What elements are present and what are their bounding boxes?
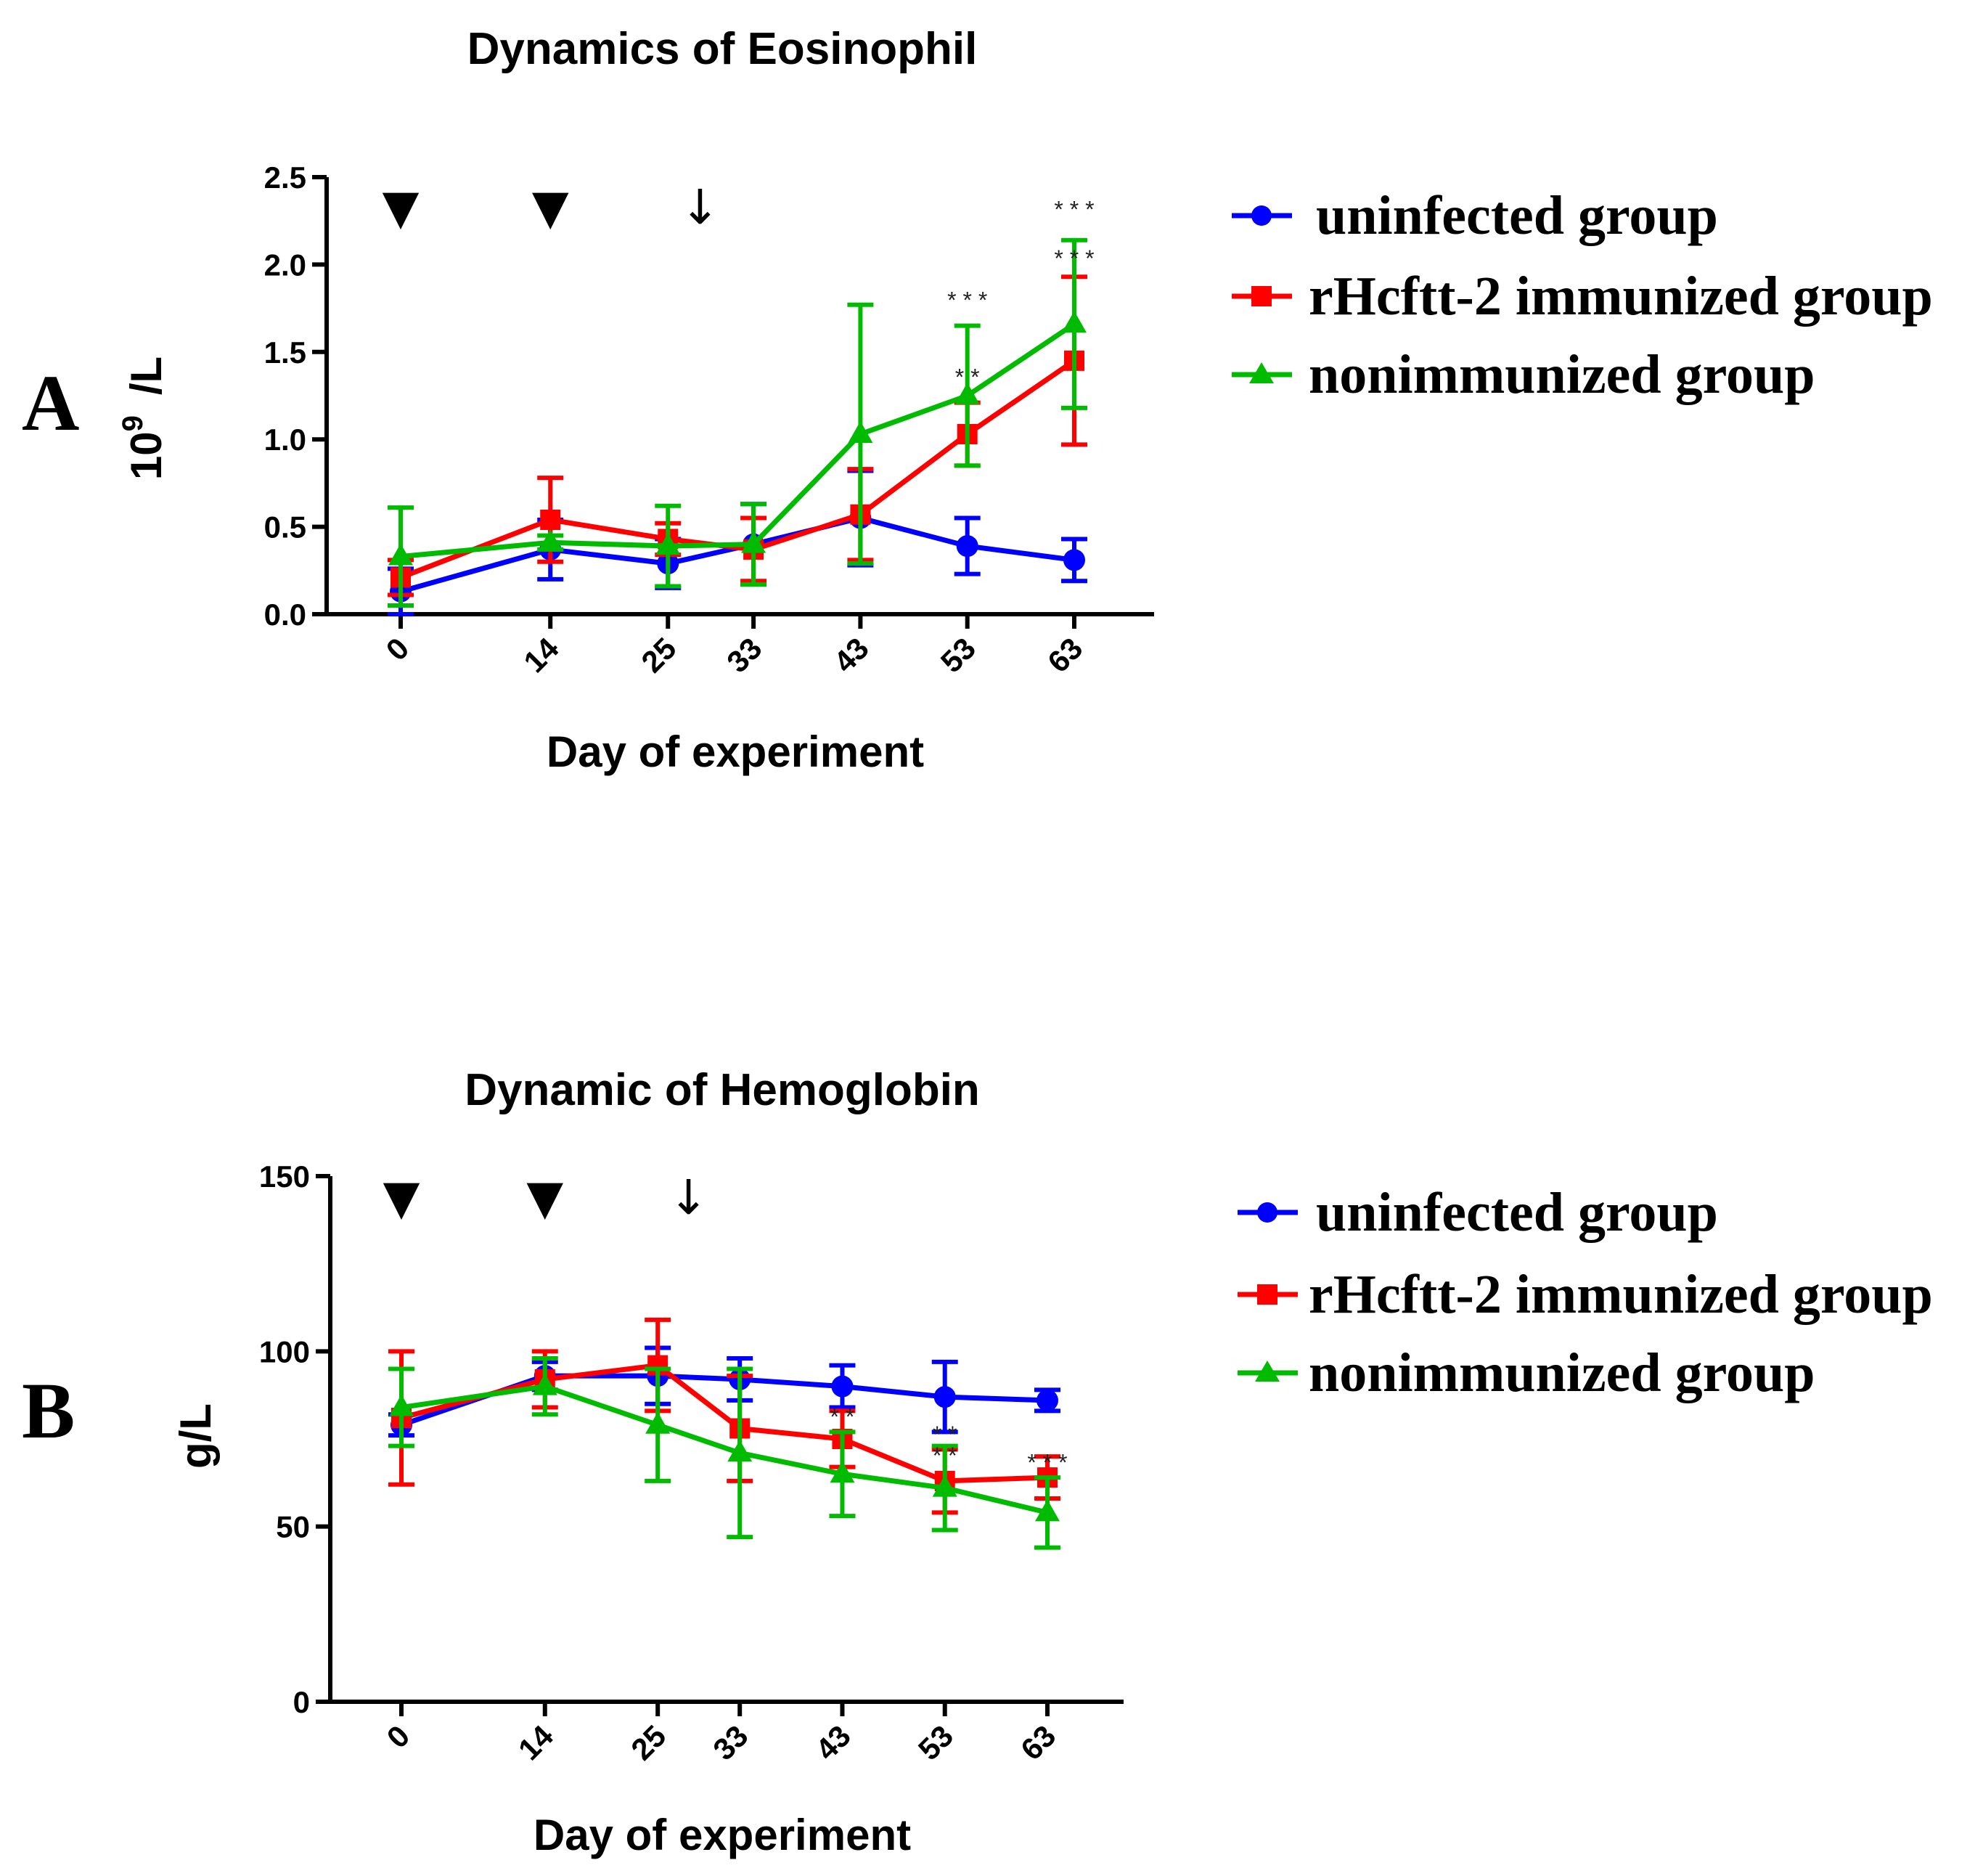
y-tick-label-a: 0.5 <box>264 510 306 545</box>
data-point <box>932 1475 957 1497</box>
data-point <box>727 1440 753 1462</box>
x-tick-label-a: 53 <box>934 631 982 679</box>
data-point <box>1035 1499 1060 1522</box>
x-tick-label-a: 25 <box>634 631 682 679</box>
legend-item-nonimmunized-b: nonimmunized group <box>1238 1342 1815 1403</box>
data-point <box>1062 311 1087 333</box>
x-tick-label-b: 25 <box>624 1718 672 1766</box>
chart-title-a: Dynamics of Eosinophil <box>467 24 978 74</box>
plot-area-a: 0.0 0.5 1.0 1.5 2.0 2.5 0 14 25 33 43 53 63 ▼ ▼ ↓ * * * *… <box>264 160 1154 679</box>
x-tick-label-a: 0 <box>380 631 416 667</box>
significance-label: * * <box>830 1404 855 1430</box>
data-point <box>831 1375 854 1398</box>
legend-label-nonimmunized-b: nonimmunized group <box>1309 1342 1815 1403</box>
panel-letter-b: B <box>22 1366 75 1455</box>
data-point <box>954 383 980 404</box>
data-point <box>389 1394 414 1416</box>
x-axis-title-b: Day of experiment <box>533 1811 911 1859</box>
series-nonimmunized-group-a <box>388 237 1087 608</box>
significance-label: * * <box>955 364 980 391</box>
significance-label: * * * <box>947 287 987 314</box>
data-point <box>540 509 561 530</box>
chart-title-b: Dynamic of Hemoglobin <box>465 1065 980 1115</box>
y-tick-label-b: 100 <box>259 1334 310 1369</box>
y-axis-title-a-base: 10 <box>122 431 171 480</box>
data-point <box>538 529 563 552</box>
legend-label-uninfected-a: uninfected group <box>1316 185 1718 246</box>
y-tick-label-b: 50 <box>276 1510 310 1544</box>
immunization-marker-icon: ▼ <box>526 1170 563 1225</box>
data-point <box>655 533 681 555</box>
x-axis-title-a: Day of experiment <box>547 727 924 776</box>
data-point <box>741 531 766 553</box>
legend-item-uninfected-b: uninfected group <box>1238 1182 1718 1243</box>
series-rhcftt-2-immunized-group-b <box>388 1317 1060 1515</box>
y-axis-title-b: g/L <box>171 1403 220 1469</box>
y-tick-label-a: 2.5 <box>264 160 306 195</box>
data-point <box>388 543 413 566</box>
y-axis-title-a: 109/L <box>117 356 171 480</box>
data-point <box>645 1411 671 1434</box>
data-point <box>956 535 978 558</box>
significance-label: * * * <box>1027 1449 1067 1475</box>
significance-label: * * * <box>1054 196 1094 222</box>
x-tick-label-a: 14 <box>517 631 565 680</box>
legend-label-immunized-a: rHcftt-2 immunized group <box>1309 266 1933 327</box>
x-tick-label-b: 0 <box>380 1718 417 1755</box>
y-axis-title-a-unit: /L <box>122 356 171 395</box>
legend-item-nonimmunized-a: nonimmunized group <box>1232 344 1815 405</box>
svg-text:109/L: 109/L <box>117 356 171 480</box>
y-tick-label-a: 1.0 <box>264 423 306 457</box>
legend-b: uninfected group rHcftt-2 immunized grou… <box>1238 1182 1933 1403</box>
immunization-marker-icon: ▼ <box>383 1170 420 1225</box>
significance-label: * * <box>933 1443 957 1469</box>
x-tick-label-a: 63 <box>1041 631 1089 679</box>
data-point <box>933 1386 956 1408</box>
significance-label: * * * <box>1054 245 1094 272</box>
data-point <box>1063 549 1085 571</box>
panel-b: B Dynamic of Hemoglobin g/L Day of exper… <box>22 1065 1933 1859</box>
x-tick-label-b: 43 <box>809 1718 857 1766</box>
legend-label-uninfected-b: uninfected group <box>1316 1182 1718 1243</box>
y-tick-label-a: 2.0 <box>264 248 306 282</box>
x-tick-label-a: 43 <box>827 631 875 679</box>
data-point <box>848 420 873 443</box>
infection-marker-icon: ↓ <box>680 179 720 235</box>
significance-label: * * <box>933 1422 957 1448</box>
legend-item-immunized-b: rHcftt-2 immunized group <box>1238 1264 1933 1325</box>
series-nonimmunized-group-b <box>388 1355 1060 1550</box>
y-tick-label-b: 150 <box>259 1159 310 1194</box>
y-tick-label-a: 0.0 <box>264 598 306 632</box>
data-point <box>830 1461 855 1483</box>
legend-item-uninfected-a: uninfected group <box>1232 185 1718 246</box>
x-tick-label-b: 14 <box>512 1718 560 1767</box>
x-tick-label-b: 33 <box>706 1718 754 1766</box>
panel-letter-a: A <box>22 359 79 447</box>
x-tick-label-b: 53 <box>912 1718 960 1766</box>
legend-a: uninfected group rHcftt-2 immunized grou… <box>1232 185 1933 405</box>
infection-marker-icon: ↓ <box>669 1170 708 1225</box>
data-point <box>1037 1389 1058 1411</box>
legend-item-immunized-a: rHcftt-2 immunized group <box>1232 266 1933 327</box>
y-tick-label-b: 0 <box>293 1685 310 1719</box>
legend-label-immunized-b: rHcftt-2 immunized group <box>1309 1264 1933 1325</box>
x-tick-label-b: 63 <box>1014 1718 1062 1766</box>
panel-a: A Dynamics of Eosinophil 109/L Day of ex… <box>22 24 1933 776</box>
immunization-marker-icon: ▼ <box>532 179 569 235</box>
y-axis-title-b-wrap: g/L <box>171 1403 220 1469</box>
y-axis-title-a-exp: 9 <box>117 415 149 431</box>
legend-label-nonimmunized-a: nonimmunized group <box>1309 344 1815 405</box>
data-point <box>532 1373 557 1395</box>
immunization-marker-icon: ▼ <box>383 179 420 235</box>
x-tick-label-a: 33 <box>720 631 768 679</box>
y-tick-label-a: 1.5 <box>264 335 306 370</box>
